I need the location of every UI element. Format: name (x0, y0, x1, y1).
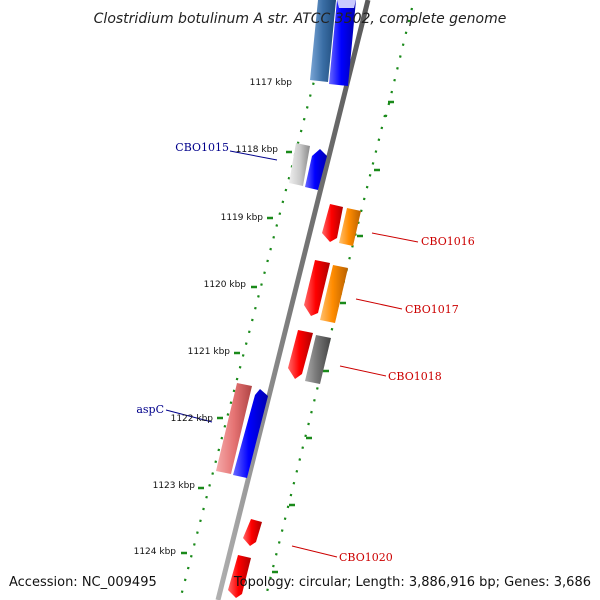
gene-label-cbo1015[interactable]: CBO1015 (175, 141, 229, 154)
feature-gray-cbo1018[interactable] (305, 335, 331, 384)
forward-features (216, 0, 356, 478)
feature-red-cbo1018[interactable] (288, 330, 313, 379)
feature-blue-top[interactable] (329, 0, 356, 86)
feature-red-cbo1020[interactable] (228, 555, 251, 598)
genome-summary-text: Topology: circular; Length: 3,886,916 bp… (233, 575, 591, 590)
accession-text: Accession: NC_009495 (9, 575, 157, 590)
tick-labels: 1117 kbp 1118 kbp 1119 kbp 1120 kbp 1121… (134, 78, 293, 557)
tick-label: 1122 kbp (171, 414, 214, 424)
mid-dotted-track (263, 114, 387, 600)
dotted-tracks (178, 0, 414, 600)
tick-label: 1119 kbp (221, 213, 264, 223)
feature-pink-aspc[interactable] (216, 383, 252, 474)
feature-lightgray-cbo1015[interactable] (289, 143, 310, 186)
feature-red-cbo1016[interactable] (322, 204, 343, 242)
reverse-features (228, 204, 361, 598)
gene-label-cbo1020[interactable]: CBO1020 (339, 551, 393, 564)
scale-ticks (181, 77, 394, 574)
tick-label: 1123 kbp (153, 481, 196, 491)
feature-orange-cbo1016[interactable] (339, 208, 361, 246)
feature-blue-top-cap (337, 0, 356, 8)
connector-cbo1015 (229, 150, 278, 161)
tick-label: 1120 kbp (204, 280, 247, 290)
feature-blue-aspc[interactable] (233, 389, 268, 478)
tick-label: 1118 kbp (236, 145, 279, 155)
connector-cbo1020 (291, 545, 338, 558)
label-connectors (165, 150, 419, 558)
gene-label-cbo1017[interactable]: CBO1017 (405, 303, 459, 316)
tick-label: 1117 kbp (250, 78, 293, 88)
gene-label-cbo1016[interactable]: CBO1016 (421, 235, 475, 248)
gene-label-cbo1018[interactable]: CBO1018 (388, 370, 442, 383)
feature-orange-cbo1017[interactable] (320, 265, 348, 323)
feature-steel-top[interactable] (310, 0, 336, 82)
connector-cbo1017 (355, 298, 403, 310)
tick-label: 1121 kbp (188, 347, 231, 357)
connector-cbo1016 (371, 232, 419, 243)
feature-blue-cbo1015[interactable] (305, 149, 327, 190)
feature-red-cbo1017[interactable] (304, 260, 330, 316)
gene-labels: CBO1015 CBO1016 CBO1017 CBO1018 aspC CBO… (136, 141, 474, 564)
tick-label: 1124 kbp (134, 547, 177, 557)
gene-label-aspc[interactable]: aspC (136, 403, 164, 416)
genome-backbone (215, 0, 371, 600)
feature-red-small[interactable] (243, 519, 262, 546)
map-title: Clostridium botulinum A str. ATCC 3502, … (94, 11, 507, 27)
connector-aspc (165, 409, 213, 423)
connector-cbo1018 (339, 365, 387, 377)
